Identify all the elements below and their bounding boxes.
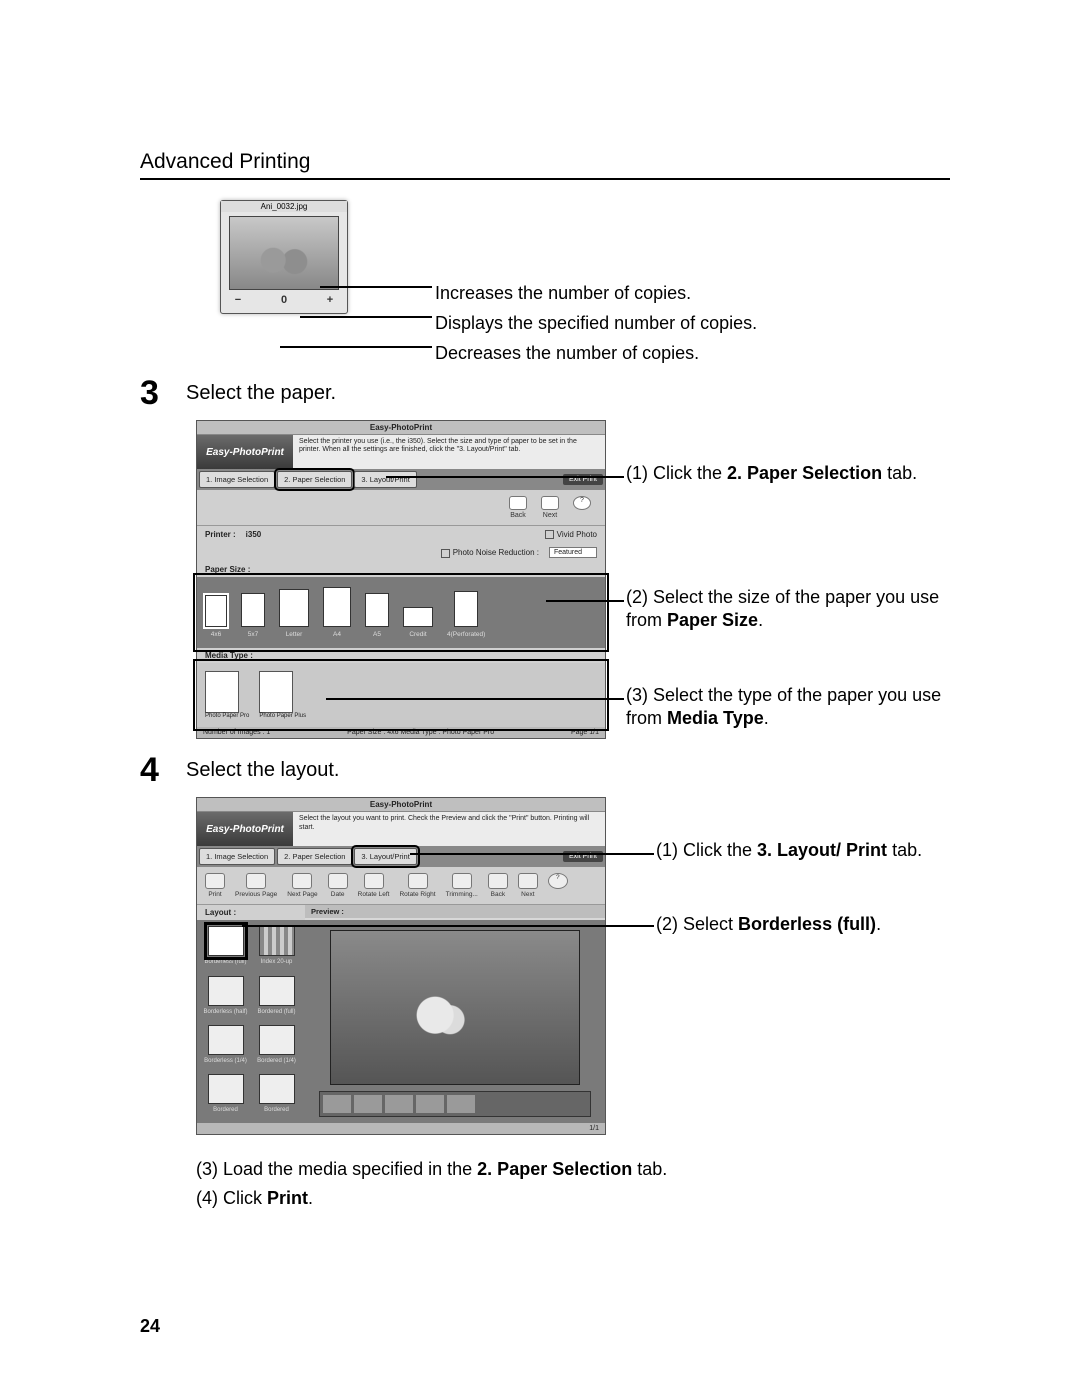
label-display: Displays the specified number of copies. [435, 308, 757, 338]
step4-screenshot-wrap: Easy-PhotoPrint Easy-PhotoPrint Select t… [196, 797, 950, 1135]
layout-label: Layout : [197, 905, 305, 920]
callout-line [300, 316, 432, 318]
copies-count: 0 [273, 294, 295, 306]
paper-opt[interactable]: Letter [279, 589, 309, 638]
bottom-item-3: (3) Load the media specified in the 2. P… [196, 1155, 950, 1184]
step-title: Select the paper. [186, 376, 336, 405]
callout-line [242, 925, 654, 927]
tool-trimming[interactable]: Trimming... [446, 873, 478, 898]
callout-line [546, 600, 624, 602]
tab-paper-selection[interactable]: 2. Paper Selection [277, 848, 352, 865]
layout-opt[interactable]: Bordered (full) [254, 976, 299, 1019]
paper-selection-screenshot: Easy-PhotoPrint Easy-PhotoPrint Select t… [196, 420, 606, 739]
layout-opt[interactable]: Bordered [203, 1074, 248, 1117]
layout-opt[interactable]: Index 20-up [254, 926, 299, 969]
layout-opt[interactable]: Borderless (half) [203, 976, 248, 1019]
hint-text: Select the printer you use (i.e., the i3… [293, 435, 605, 469]
copies-block: Ani_0032.jpg − 0 + Increases the number … [220, 200, 950, 370]
step-title: Select the layout. [186, 753, 339, 782]
step-3-heading: 3 Select the paper. [140, 376, 950, 410]
paper-opt[interactable]: 4x6 [205, 595, 227, 638]
tool-rotate-left[interactable]: Rotate Left [358, 873, 390, 898]
next-button[interactable]: Next [541, 496, 559, 519]
papersize-label: Paper Size : [197, 562, 605, 577]
label-increase: Increases the number of copies. [435, 278, 757, 308]
window-titlebar: Easy-PhotoPrint [197, 421, 605, 435]
media-opt[interactable]: Photo Paper Plus [259, 671, 306, 719]
app-logo: Easy-PhotoPrint [197, 435, 293, 469]
thumbnail-image [229, 216, 339, 290]
window-titlebar: Easy-PhotoPrint [197, 798, 605, 812]
step-number: 3 [140, 376, 186, 410]
step-4-heading: 4 Select the layout. [140, 753, 950, 787]
callout-line [410, 853, 654, 855]
layout-opt[interactable]: Borderless (1/4) [203, 1025, 248, 1068]
tool-back[interactable]: Back [488, 873, 508, 898]
callout-line [320, 286, 432, 288]
anno-3-3: (3) Select the type of the paper you use… [626, 684, 946, 731]
callout-line [326, 698, 624, 700]
status-left: Number of Images : 1 [203, 729, 270, 736]
step-number: 4 [140, 753, 186, 787]
status-right: Page 1/1 [571, 729, 599, 736]
tool-print[interactable]: Print [205, 873, 225, 898]
tab-layout-print[interactable]: 3. Layout/Print [354, 848, 416, 865]
vivid-checkbox[interactable] [545, 530, 554, 539]
paper-size-panel: 4x6 5x7 Letter A4 A5 Credit 4(Perforated… [197, 577, 605, 648]
increase-button[interactable]: + [319, 294, 341, 306]
layout-opt[interactable]: Bordered (1/4) [254, 1025, 299, 1068]
tool-prev-page[interactable]: Previous Page [235, 873, 277, 898]
page-number: 24 [140, 1316, 160, 1337]
app-logo: Easy-PhotoPrint [197, 812, 293, 846]
paper-opt[interactable]: A4 [323, 587, 351, 638]
tab-image-selection[interactable]: 1. Image Selection [199, 471, 275, 488]
bottom-item-4: (4) Click Print. [196, 1184, 950, 1213]
noise-label: Photo Noise Reduction : [453, 548, 539, 557]
anno-3-2: (2) Select the size of the paper you use… [626, 586, 946, 633]
preview-image [330, 930, 580, 1085]
paper-opt[interactable]: A5 [365, 593, 389, 638]
layout-opt[interactable]: Bordered [254, 1074, 299, 1117]
layout-print-screenshot: Easy-PhotoPrint Easy-PhotoPrint Select t… [196, 797, 606, 1135]
layout-options: Borderless (full) Index 20-up Borderless… [197, 920, 305, 1123]
callout-line [280, 346, 432, 348]
section-title: Advanced Printing [140, 150, 950, 180]
mediatype-label: Media Type : [197, 648, 605, 663]
vivid-label: Vivid Photo [557, 530, 597, 539]
thumbnail-frame: Ani_0032.jpg − 0 + [220, 200, 348, 314]
help-button[interactable]: ? [573, 496, 591, 519]
media-type-panel: Photo Paper Pro Photo Paper Plus [197, 663, 605, 727]
anno-4-1: (1) Click the 3. Layout/ Print tab. [656, 839, 956, 862]
step3-screenshot-wrap: Easy-PhotoPrint Easy-PhotoPrint Select t… [196, 420, 950, 739]
tab-paper-selection[interactable]: 2. Paper Selection [277, 471, 352, 488]
noise-select[interactable]: Featured [549, 547, 597, 558]
back-button[interactable]: Back [509, 496, 527, 519]
paper-opt[interactable]: 5x7 [241, 593, 265, 638]
printer-value: i350 [246, 530, 262, 539]
thumbnail-strip [319, 1091, 591, 1117]
paper-opt[interactable]: Credit [403, 607, 433, 638]
anno-3-1: (1) Click the 2. Paper Selection tab. [626, 462, 936, 485]
tool-next[interactable]: Next [518, 873, 538, 898]
status-mid: Paper Size : 4x6 Media Type : Photo Pape… [347, 729, 494, 736]
noise-checkbox[interactable] [441, 549, 450, 558]
tab-layout-print[interactable]: 3. Layout/Print [354, 471, 416, 488]
label-decrease: Decreases the number of copies. [435, 338, 757, 368]
printer-label: Printer : [205, 530, 236, 539]
step4-bottom-list: (3) Load the media specified in the 2. P… [196, 1155, 950, 1213]
help-button[interactable]: ? [548, 873, 568, 898]
tool-rotate-right[interactable]: Rotate Right [399, 873, 435, 898]
anno-4-2: (2) Select Borderless (full). [656, 913, 976, 936]
layout-opt-borderless-full[interactable]: Borderless (full) [203, 926, 248, 969]
paper-opt[interactable]: 4(Perforated) [447, 591, 485, 638]
tool-date[interactable]: Date [328, 873, 348, 898]
tab-image-selection[interactable]: 1. Image Selection [199, 848, 275, 865]
decrease-button[interactable]: − [227, 294, 249, 306]
hint-text: Select the layout you want to print. Che… [293, 812, 605, 846]
thumbnail-filename: Ani_0032.jpg [221, 201, 347, 212]
callout-line [386, 476, 624, 478]
preview-label: Preview : [305, 905, 605, 918]
tool-next-page[interactable]: Next Page [287, 873, 317, 898]
media-opt[interactable]: Photo Paper Pro [205, 671, 249, 719]
